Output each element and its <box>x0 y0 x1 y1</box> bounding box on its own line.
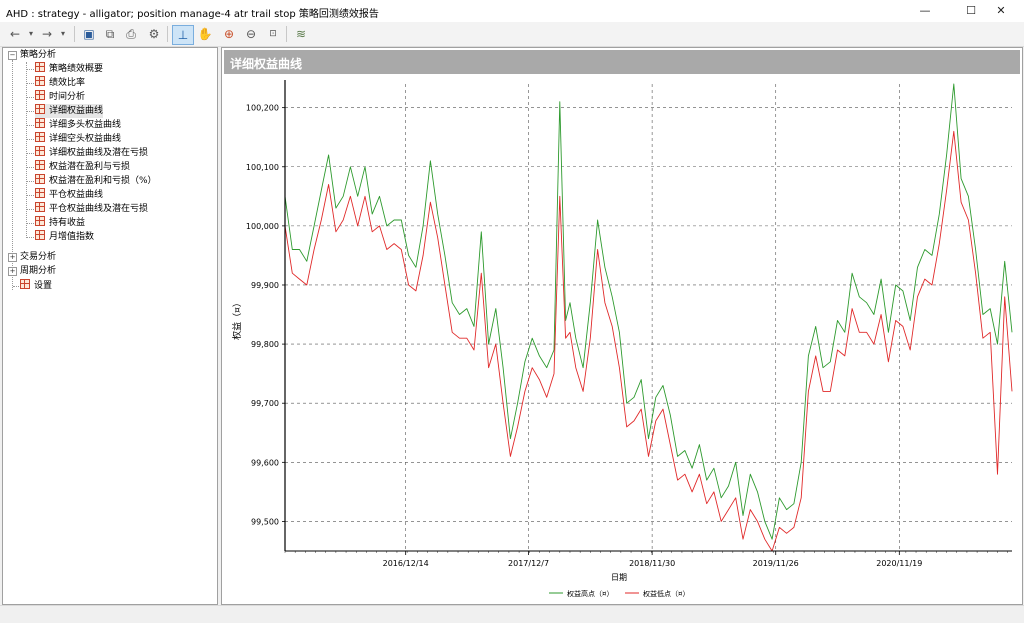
tree-item-label: 权益潜在盈利和亏损（%） <box>49 176 157 186</box>
tree-item[interactable]: 详细权益曲线 <box>35 104 104 118</box>
toolbar-separator <box>74 26 75 42</box>
report-icon <box>35 118 45 128</box>
expand-icon[interactable]: + <box>8 267 17 276</box>
toolbar-separator <box>286 26 287 42</box>
chart-panel: 详细权益曲线 99,500 99,600 99,700 99,800 99,900 100… <box>221 47 1023 605</box>
equity-low-series-line <box>284 130 1013 552</box>
minimize-button[interactable]: — <box>919 4 931 17</box>
copy-icon[interactable]: ⧉ <box>105 27 115 41</box>
title-bar: AHD : strategy - alligator; position man… <box>0 0 1024 22</box>
zoom-out-icon[interactable]: ⊖ <box>245 27 257 41</box>
report-tree: − 策略分析 策略绩效概要 绩效比率时间分析详细权益曲线详细多头权益曲线 详细空头权… <box>2 47 218 605</box>
equity-chart[interactable]: 99,500 99,600 99,700 99,800 99,900 100,000 100… <box>222 74 1022 604</box>
report-icon <box>35 104 45 114</box>
y-tick-label: 100,000 <box>246 222 279 231</box>
crosshair-icon[interactable]: ⊥ <box>172 25 194 45</box>
y-axis-label: 权益（¤） <box>231 298 243 340</box>
dropdown-icon[interactable]: ▾ <box>28 29 33 38</box>
print-icon[interactable]: ⎙ <box>126 27 136 41</box>
tree-item-label: 绩效比率 <box>49 78 86 88</box>
x-tick-label: 2017/12/7 <box>508 559 549 568</box>
expand-icon[interactable]: + <box>8 253 17 262</box>
tree-item-label: 权益潜在盈利与亏损 <box>49 162 131 172</box>
report-icon <box>35 230 45 240</box>
panel-title: 详细权益曲线 <box>230 57 303 71</box>
status-bar <box>0 605 1024 623</box>
tree-item[interactable]: 绩效比率 <box>35 76 85 90</box>
tree-item-label: 详细空头权益曲线 <box>49 134 122 144</box>
report-icon <box>35 76 45 86</box>
legend-label: 权益高点（¤） <box>567 589 613 598</box>
tree-item[interactable]: 平仓权益曲线及潜在亏损 <box>35 202 148 216</box>
y-tick-label: 100,200 <box>246 104 279 113</box>
window-title: AHD : strategy - alligator; position man… <box>6 9 379 20</box>
y-tick-label: 99,800 <box>251 340 279 349</box>
tree-group-strategy[interactable]: 策略分析 <box>20 50 57 60</box>
x-tick-label: 2018/11/30 <box>629 559 675 568</box>
tree-item-label: 详细权益曲线及潜在亏损 <box>49 148 149 158</box>
report-icon <box>35 90 45 100</box>
tree-item[interactable]: 权益潜在盈利与亏损 <box>35 160 130 174</box>
tree-item-label: 平仓权益曲线 <box>49 190 104 200</box>
tree-item[interactable]: 详细权益曲线及潜在亏损 <box>35 146 148 160</box>
hand-icon[interactable]: ✋ <box>197 27 213 41</box>
x-axis-label: 日期 <box>611 573 627 582</box>
toolbar: ← ▾ → ▾ ▣ ⧉ ⎙ ⚙ ⊥ ✋ ⊕ ⊖ ⊡ ≋ <box>0 22 1024 47</box>
dropdown-icon[interactable]: ▾ <box>60 29 65 38</box>
zoom-in-icon[interactable]: ⊕ <box>223 27 235 41</box>
close-button[interactable]: ✕ <box>996 4 1006 17</box>
tree-item-label: 策略绩效概要 <box>49 64 104 74</box>
report-icon <box>35 146 45 156</box>
y-tick-label: 99,700 <box>251 399 279 408</box>
zoom-reset-icon[interactable]: ⊡ <box>269 29 277 39</box>
y-tick-label: 100,100 <box>246 163 279 172</box>
collapse-icon[interactable]: − <box>8 51 17 60</box>
x-tick-label: 2020/11/19 <box>876 559 922 568</box>
tree-item[interactable]: 持有收益 <box>35 216 85 230</box>
tree-group-periods[interactable]: 周期分析 <box>20 266 57 276</box>
equity-high-series-line <box>284 83 1013 540</box>
panel-header: 详细权益曲线 <box>224 50 1020 74</box>
tree-group-trades[interactable]: 交易分析 <box>20 252 57 262</box>
tree-item[interactable]: 时间分析 <box>35 90 85 104</box>
legend-label: 权益低点（¤） <box>643 589 689 598</box>
tree-item-label: 持有收益 <box>49 218 86 228</box>
x-tick-label: 2016/12/14 <box>383 559 429 568</box>
y-tick-label: 99,900 <box>251 281 279 290</box>
tree-item-label: 月增值指数 <box>49 232 95 242</box>
report-icon <box>35 160 45 170</box>
forward-icon[interactable]: → <box>41 27 53 41</box>
report-icon <box>20 279 30 289</box>
report-icon <box>35 132 45 142</box>
y-tick-label: 99,600 <box>251 458 279 467</box>
settings-icon[interactable]: ⚙ <box>148 27 160 41</box>
report-icon <box>35 62 45 72</box>
x-tick-label: 2019/11/26 <box>753 559 799 568</box>
chart-style-icon[interactable]: ≋ <box>295 27 307 41</box>
y-tick-label: 99,500 <box>251 517 279 526</box>
tree-item[interactable]: 策略绩效概要 <box>35 62 103 76</box>
tree-item[interactable]: 月增值指数 <box>35 230 94 244</box>
tree-item[interactable]: 权益潜在盈利和亏损（%） <box>35 174 157 188</box>
maximize-button[interactable]: ☐ <box>966 4 976 17</box>
tree-item-label: 详细多头权益曲线 <box>49 120 122 130</box>
report-icon <box>35 202 45 212</box>
toolbar-separator <box>167 26 168 42</box>
tree-item[interactable]: 详细多头权益曲线 <box>35 118 121 132</box>
tree-item-label: 详细权益曲线 <box>49 106 104 116</box>
tree-item[interactable]: 详细空头权益曲线 <box>35 132 121 146</box>
tree-item[interactable]: 平仓权益曲线 <box>35 188 103 202</box>
tree-item-settings-label: 设置 <box>34 281 53 291</box>
tree-item-label: 平仓权益曲线及潜在亏损 <box>49 204 149 214</box>
tree-item-settings[interactable]: 设置 <box>20 279 52 293</box>
report-icon <box>35 188 45 198</box>
tree-item-label: 时间分析 <box>49 92 86 102</box>
report-icon <box>35 174 45 184</box>
back-icon[interactable]: ← <box>9 27 21 41</box>
save-icon[interactable]: ▣ <box>83 27 95 41</box>
report-icon <box>35 216 45 226</box>
